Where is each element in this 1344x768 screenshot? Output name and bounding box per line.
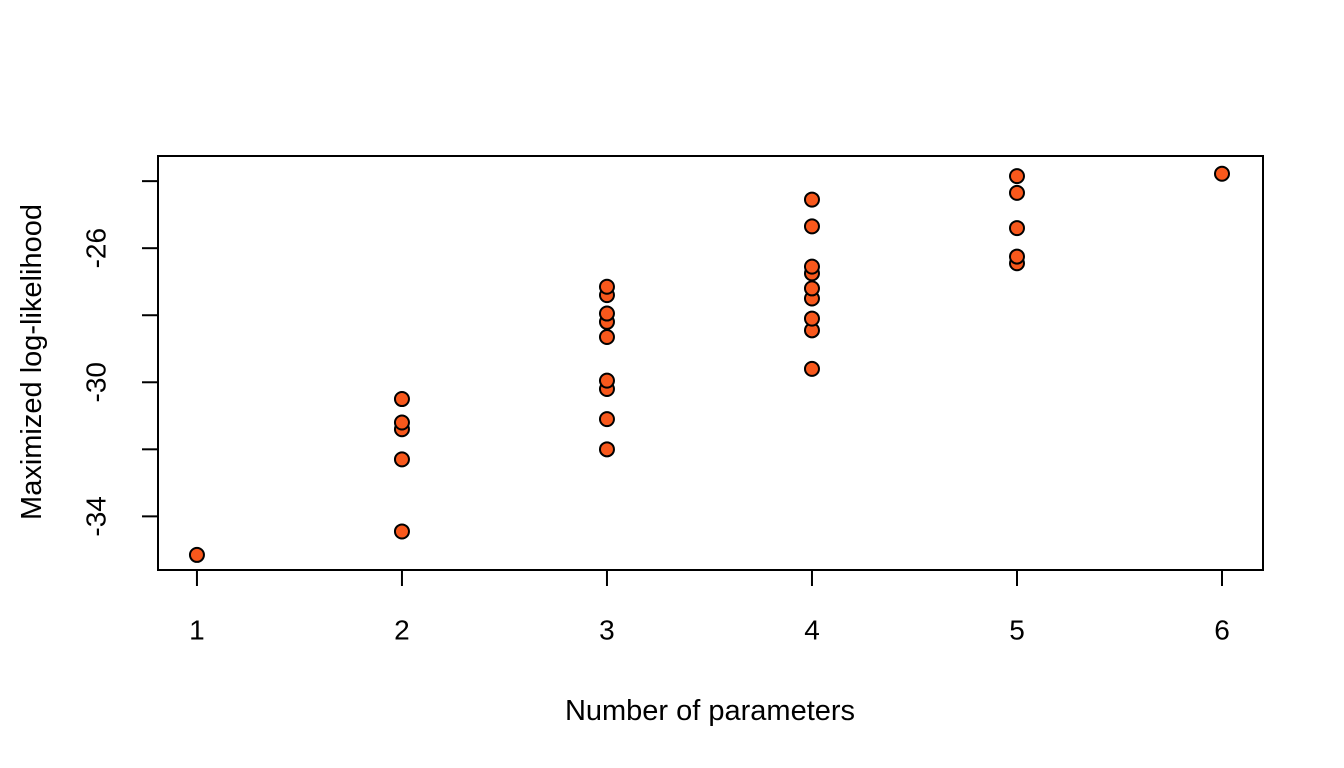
data-point (1213, 165, 1230, 182)
x-tick-label: 4 (804, 615, 820, 646)
x-tick-label: 6 (1214, 615, 1230, 646)
data-point (803, 258, 820, 275)
data-point (598, 372, 615, 389)
data-point (598, 411, 615, 428)
data-point (598, 305, 615, 322)
x-tick-label: 2 (394, 615, 410, 646)
data-point (598, 278, 615, 295)
x-tick-label: 3 (599, 615, 615, 646)
data-point (803, 280, 820, 297)
y-tick-label: -30 (81, 362, 112, 402)
data-point (1008, 248, 1025, 265)
data-point (803, 218, 820, 235)
data-point (1008, 184, 1025, 201)
y-axis-title: Maximized log-likelihood (16, 204, 48, 520)
data-point (393, 414, 410, 431)
plot-frame (157, 155, 1264, 571)
data-point (598, 441, 615, 458)
data-point (1008, 220, 1025, 237)
x-tick-label: 5 (1009, 615, 1025, 646)
x-axis-title: Number of parameters (565, 695, 855, 727)
data-point (393, 451, 410, 468)
data-point (393, 391, 410, 408)
plot-area: 1 2 3 4 5 6 -34 -30 -26 (81, 155, 1264, 646)
y-tick-label: -34 (81, 496, 112, 536)
y-tick-label: -26 (81, 228, 112, 268)
data-point (803, 360, 820, 377)
x-tick-label: 1 (189, 615, 205, 646)
data-point (598, 329, 615, 346)
data-point (1008, 168, 1025, 185)
data-point (803, 310, 820, 327)
data-point (803, 191, 820, 208)
data-point (188, 546, 205, 563)
data-point (393, 523, 410, 540)
